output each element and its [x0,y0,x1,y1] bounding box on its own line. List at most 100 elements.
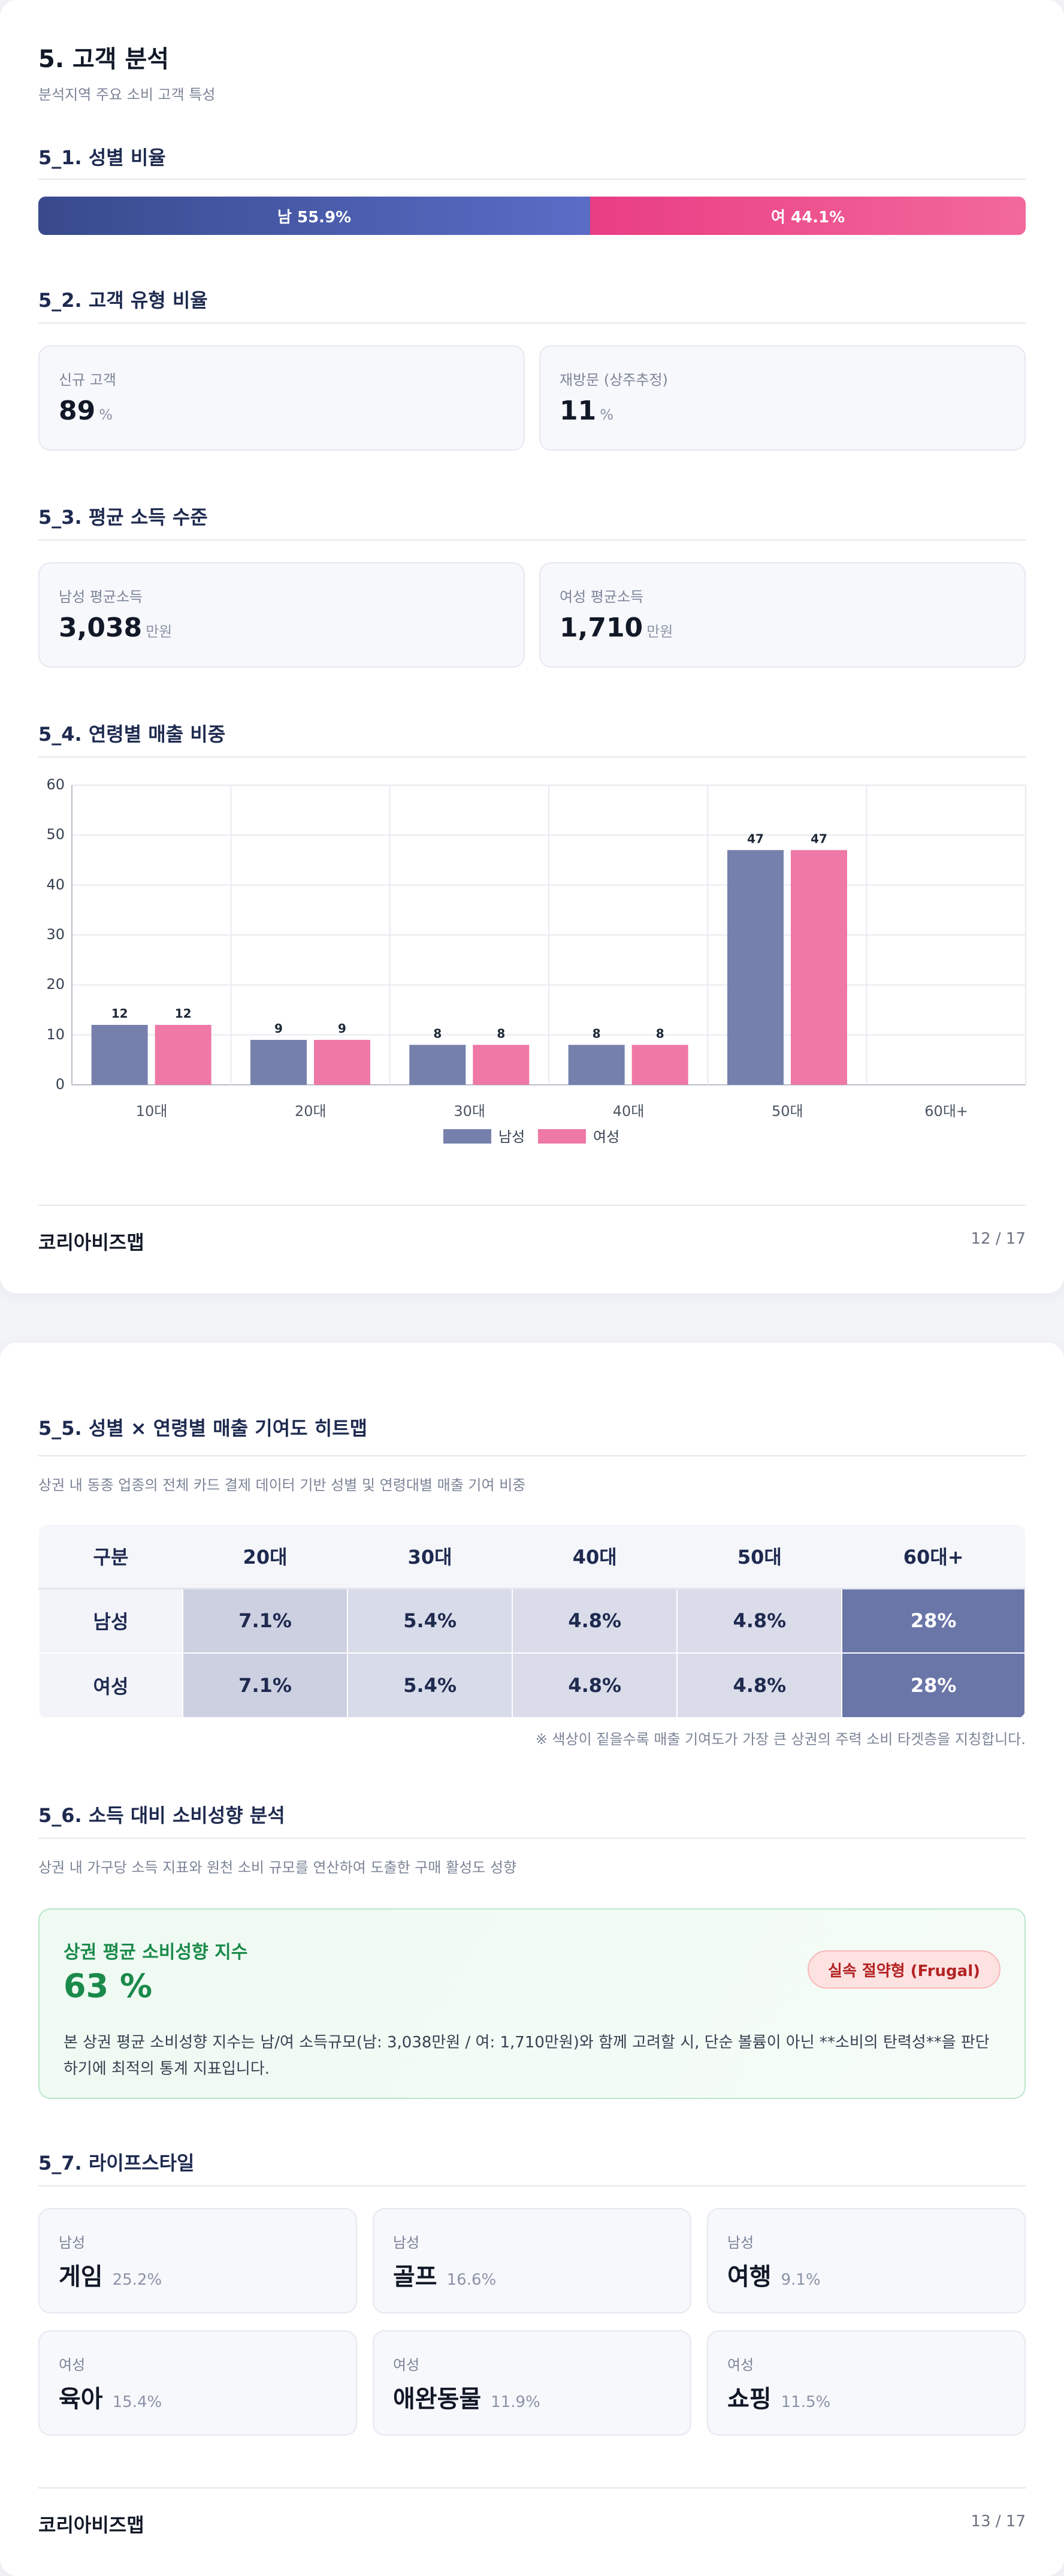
lifestyle-pct: 11.9% [491,2393,540,2411]
index-value: 63 % [64,1967,153,2005]
y-tick-label: 50 [46,826,65,843]
lifestyle-card: 여성 쇼핑 11.5% [707,2330,1026,2436]
lifestyle-name: 쇼핑 [727,2385,772,2413]
legend-swatch [443,1129,491,1144]
legend-label: 남성 [498,1129,525,1145]
card-value: 89 [59,396,96,426]
y-tick-label: 30 [46,926,65,943]
lifestyle-card: 여성 애완동물 11.9% [373,2330,691,2436]
bar-data-label: 12 [111,1006,128,1021]
lifestyle-gender: 여성 [727,2357,754,2373]
heatmap-table: 구분 20대 30대 40대 50대 60대+ 남성 7.1% 5.4% 4.8… [38,1525,1026,1718]
female-ratio-segment: 여 44.1% [590,197,1026,235]
footer-divider [38,2487,1026,2488]
bar-data-label: 47 [811,831,827,846]
lifestyle-gender: 남성 [393,2234,420,2251]
divider [38,1838,1026,1839]
bar-male [250,1040,307,1085]
heatmap-cell: 4.8% [512,1588,678,1654]
heatmap-cell: 28% [841,1652,1026,1718]
lifestyle-pct: 16.6% [446,2271,497,2289]
header-cell: 40대 [512,1525,678,1589]
header-cell: 30대 [347,1525,513,1589]
card-label: 신규 고객 [59,372,116,388]
header-cell: 구분 [39,1525,183,1589]
bar-female [314,1040,370,1085]
heatmap-row-male: 남성 7.1% 5.4% 4.8% 4.8% 28% [38,1588,1026,1654]
bar-female [473,1045,530,1085]
footer-brand: 코리아비즈맵 [38,2514,144,2536]
lifestyle-card: 여성 육아 15.4% [38,2330,357,2436]
bar-male [409,1045,466,1085]
lifestyle-card: 남성 골프 16.6% [373,2208,691,2313]
bar-data-label: 8 [593,1026,601,1040]
legend-swatch [538,1129,586,1144]
lifestyle-name: 육아 [59,2385,103,2413]
section-subtitle: 분석지역 주요 소비 고객 특성 [38,86,216,103]
footer-brand: 코리아비즈맵 [38,1231,144,1254]
bar-data-label: 47 [747,831,764,846]
card-label: 여성 평균소득 [560,589,644,605]
card-unit: 만원 [646,623,673,640]
lifestyle-name: 여행 [727,2263,772,2291]
lifestyle-pct: 15.4% [112,2393,162,2411]
bar-female [155,1025,211,1085]
header-cell: 20대 [183,1525,348,1589]
report-page-13: 5_5. 성별 × 연령별 매출 기여도 히트맵 상권 내 동종 업종의 전체 … [0,1343,1064,2576]
y-tick-label: 40 [46,876,65,893]
y-tick-label: 20 [46,976,65,993]
bar-female [631,1045,688,1085]
lifestyle-card: 남성 여행 9.1% [707,2208,1026,2313]
row-label: 남성 [38,1588,183,1654]
y-tick-label: 60 [46,776,65,793]
propensity-type-badge: 실속 절약형 (Frugal) [808,1950,1000,1989]
bar-data-label: 8 [497,1026,505,1040]
bar-male [727,850,784,1085]
lifestyle-pct: 11.5% [781,2393,831,2411]
page-number: 12 / 17 [971,1230,1026,1248]
heatmap-cell: 4.8% [512,1652,678,1718]
lifestyle-gender: 남성 [727,2234,754,2251]
card-value: 11 [560,396,597,426]
bar-data-label: 8 [433,1026,442,1040]
lifestyle-gender: 여성 [59,2357,86,2373]
bar-data-label: 9 [274,1021,283,1036]
divider [38,756,1026,758]
card-unit: % [600,406,614,423]
x-tick-label: 20대 [295,1103,327,1120]
gender-ratio-bar: 남 55.9% 여 44.1% [38,197,1026,235]
y-tick-label: 10 [46,1025,65,1043]
bar-male [568,1045,625,1085]
bar-data-label: 9 [338,1021,346,1036]
card-value: 3,038 [59,613,143,643]
y-tick-label: 0 [55,1076,65,1093]
heatmap-cell: 28% [841,1588,1026,1654]
lifestyle-card: 남성 게임 25.2% [38,2208,357,2313]
card-label: 남성 평균소득 [59,589,143,605]
lifestyle-gender: 남성 [59,2234,86,2251]
propensity-description: 상권 내 가구당 소득 지표와 원천 소비 규모를 연산하여 도출한 구매 활성… [38,1859,517,1876]
heatmap-header-row: 구분 20대 30대 40대 50대 60대+ [39,1525,1025,1589]
lifestyle-name: 골프 [393,2263,437,2291]
heatmap-heading: 5_5. 성별 × 연령별 매출 기여도 히트맵 [38,1417,368,1440]
section-title: 5. 고객 분석 [38,46,170,73]
legend-label: 여성 [593,1129,619,1145]
lifestyle-heading: 5_7. 라이프스타일 [38,2152,195,2174]
heatmap-description: 상권 내 동종 업종의 전체 카드 결제 데이터 기반 성별 및 연령대별 매출… [38,1477,526,1494]
heatmap-cell: 7.1% [182,1652,349,1718]
lifestyle-pct: 9.1% [781,2271,821,2289]
age-sales-heading: 5_4. 연령별 매출 비중 [38,723,226,746]
x-tick-label: 10대 [135,1103,168,1120]
heatmap-note: ※ 색상이 짙을수록 매출 기여도가 가장 큰 상권의 주력 소비 타겟층을 지… [535,1731,1026,1748]
x-tick-label: 60대+ [924,1103,969,1120]
report-page-12: 5. 고객 분석 분석지역 주요 소비 고객 특성 5_1. 성별 비율 남 5… [0,0,1064,1293]
heatmap-cell: 5.4% [347,1652,513,1718]
lifestyle-pct: 25.2% [112,2271,162,2289]
lifestyle-gender: 여성 [393,2357,420,2373]
divider [38,539,1026,541]
x-tick-label: 40대 [612,1103,645,1120]
x-tick-label: 50대 [772,1103,803,1120]
female-income-card: 여성 평균소득 1,710 만원 [539,562,1026,668]
card-label: 재방문 (상주추정) [560,372,668,388]
heatmap-cell: 7.1% [182,1588,349,1654]
